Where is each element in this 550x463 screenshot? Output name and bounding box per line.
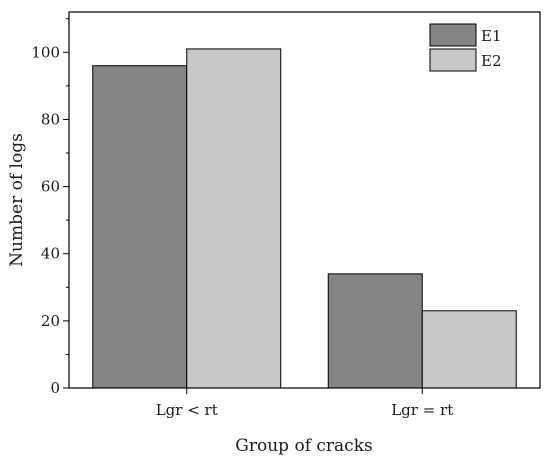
bars-group xyxy=(92,48,517,389)
legend-label-e1: E1 xyxy=(481,27,502,45)
x-axis-title: Group of cracks xyxy=(235,436,372,456)
bar-e2-0 xyxy=(186,48,282,389)
legend-label-e2: E2 xyxy=(481,52,502,70)
y-axis-title: Number of logs xyxy=(7,133,27,267)
x-tick-label: Lgr = rt xyxy=(391,401,453,419)
legend-swatch-e1 xyxy=(429,23,477,47)
axes-group xyxy=(68,11,541,389)
x-ticks-group: Lgr < rt Lgr = rt xyxy=(156,388,453,419)
y-tick-label: 40 xyxy=(41,245,60,263)
x-tick-label: Lgr < rt xyxy=(156,401,218,419)
bar-e1-1 xyxy=(327,273,423,389)
y-tick-label: 80 xyxy=(41,110,60,128)
legend-swatch-e2 xyxy=(429,48,477,72)
y-tick-label: 0 xyxy=(50,379,60,397)
bar-e2-1 xyxy=(421,310,517,389)
y-ticks-group: 0 20 40 60 80 100 xyxy=(31,18,69,397)
bar-e1-0 xyxy=(92,65,188,389)
plot-frame xyxy=(68,11,541,389)
y-tick-label: 100 xyxy=(31,43,60,61)
y-tick-label: 20 xyxy=(41,312,60,330)
y-tick-label: 60 xyxy=(41,178,60,196)
